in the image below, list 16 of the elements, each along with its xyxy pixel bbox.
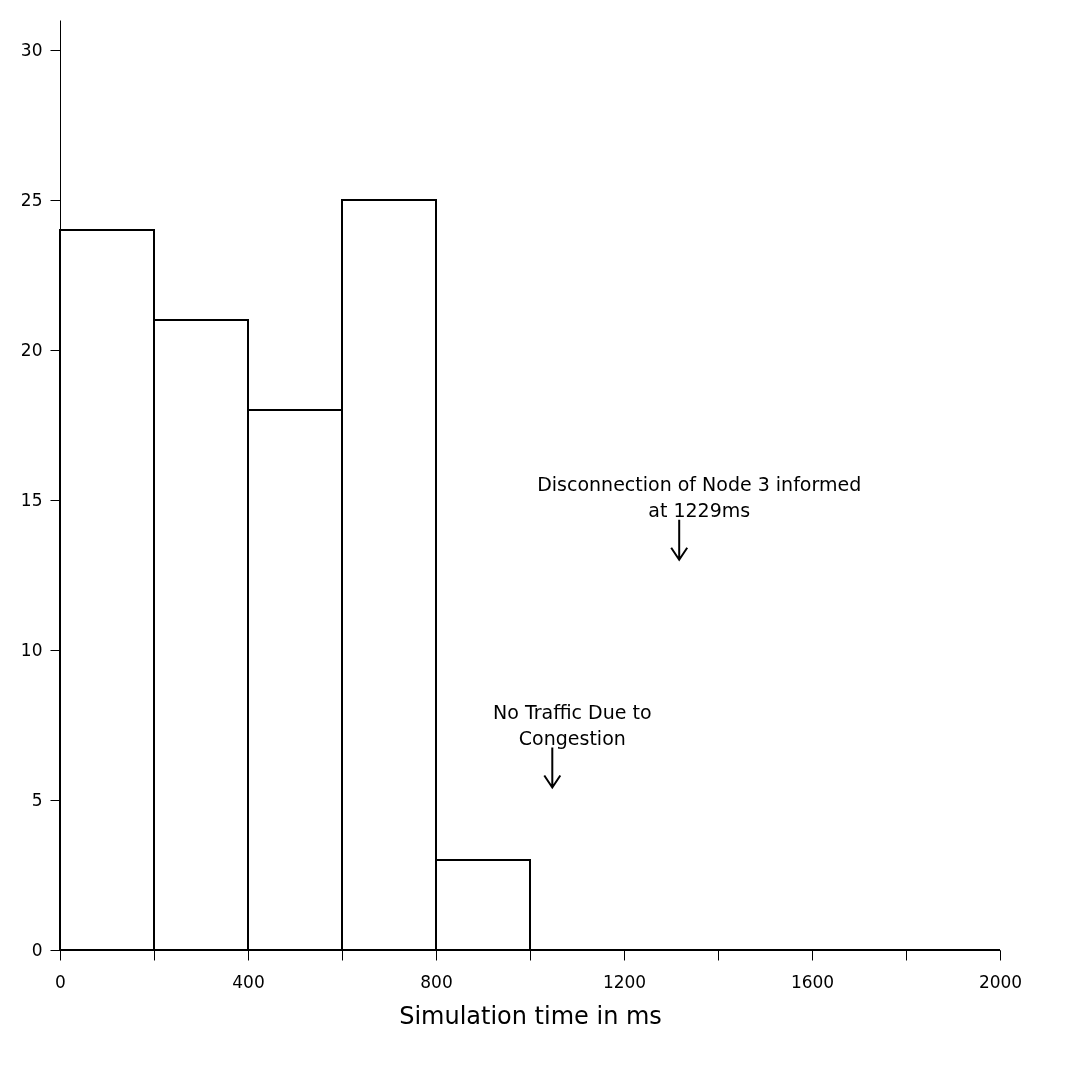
y-tick-label: 25 (20, 189, 43, 210)
annotation: No Traffic Due to Congestion (493, 700, 652, 749)
x-axis-title: Simulation time in ms (399, 1001, 662, 1030)
x-tick-label: 2000 (978, 971, 1023, 992)
annotation: Disconnection of Node 3 informed at 1229ms (537, 472, 862, 521)
y-tick-label: 30 (20, 39, 43, 60)
y-tick-label: 10 (20, 639, 43, 660)
x-tick-label: 400 (232, 971, 265, 992)
y-tick-label: 0 (31, 939, 43, 960)
y-tick-label: 5 (31, 789, 43, 810)
y-tick-label: 20 (20, 339, 43, 360)
x-tick-label: 800 (420, 971, 453, 992)
x-tick-label: 1600 (790, 971, 835, 992)
y-tick-label: 15 (20, 489, 43, 510)
x-tick-label: 1200 (602, 971, 647, 992)
x-tick-label: 0 (55, 971, 66, 992)
